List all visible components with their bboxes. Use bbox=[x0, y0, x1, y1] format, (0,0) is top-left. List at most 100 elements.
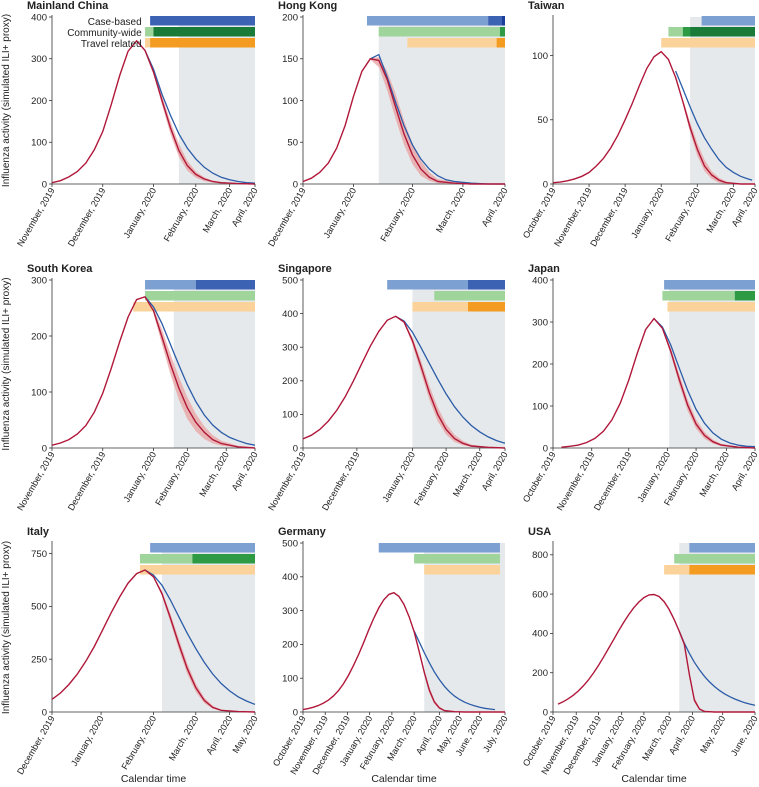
x-tick-label: December, 2019 bbox=[320, 450, 362, 512]
intervention-series-line bbox=[302, 315, 506, 449]
y-tick-label: 0 bbox=[293, 179, 298, 190]
y-tick-label: 100 bbox=[282, 410, 298, 421]
policy-bar-segment bbox=[496, 38, 505, 48]
y-tick-label: 150 bbox=[282, 54, 298, 65]
x-tick-label: January, 2020 bbox=[380, 450, 417, 504]
x-tick-label: November, 2019 bbox=[552, 186, 594, 248]
y-tick-label: 100 bbox=[31, 138, 47, 149]
panel-title: Hong Kong bbox=[278, 0, 337, 12]
x-tick-label: April, 2020 bbox=[480, 450, 510, 492]
y-tick-label: 500 bbox=[282, 538, 298, 549]
y-tick-label: 100 bbox=[282, 96, 298, 107]
policy-bar-segment bbox=[145, 27, 154, 37]
x-axis-label: Calendar time bbox=[621, 773, 687, 785]
panel-title: Mainland China bbox=[27, 0, 109, 12]
policy-bar-segment bbox=[195, 280, 255, 290]
policy-bar-segment bbox=[689, 565, 755, 575]
panel-singapore: 0 100 200 300 400 500 November, 2019 December, … bbox=[266, 263, 510, 512]
y-tick-label: 200 bbox=[282, 640, 298, 651]
policy-bar-segment bbox=[682, 27, 691, 37]
y-tick-label: 750 bbox=[31, 549, 47, 560]
y-tick-label: 100 bbox=[31, 387, 47, 398]
uncertainty-band bbox=[370, 57, 505, 184]
y-tick-label: 500 bbox=[282, 275, 298, 286]
baseline-series-line bbox=[674, 70, 753, 181]
y-tick-label: 0 bbox=[42, 707, 47, 718]
y-tick-label: 200 bbox=[532, 359, 548, 370]
x-tick-label: November, 2019 bbox=[266, 450, 308, 512]
legend-label: Community-wide bbox=[67, 28, 142, 39]
x-tick-label: January, 2020 bbox=[121, 186, 158, 240]
policy-bar-segment bbox=[661, 38, 755, 48]
y-tick-label: 300 bbox=[31, 54, 47, 65]
intervention-series-line bbox=[51, 295, 256, 449]
y-axis-label: Influenza activity (simulated ILI+ proxy… bbox=[1, 541, 12, 714]
x-tick-label: April, 2020 bbox=[480, 186, 510, 228]
x-tick-label: December, 2019 bbox=[66, 450, 108, 512]
y-axis-label: Influenza activity (simulated ILI+ proxy… bbox=[1, 277, 12, 450]
baseline-series-line bbox=[395, 315, 506, 444]
baseline-series-line bbox=[144, 296, 256, 446]
uncertainty-band bbox=[662, 327, 755, 448]
x-tick-label: December, 2019 bbox=[592, 450, 634, 512]
baseline-series-line bbox=[144, 50, 256, 184]
x-tick-label: April, 2020 bbox=[230, 450, 260, 492]
x-tick-label: April, 2020 bbox=[230, 186, 260, 228]
panel-title: Singapore bbox=[278, 263, 332, 275]
x-axis-label: Calendar time bbox=[121, 773, 187, 785]
x-tick-label: February, 2020 bbox=[162, 186, 201, 243]
policy-bar-segment bbox=[467, 302, 505, 312]
x-tick-label: December, 2019 bbox=[66, 186, 108, 248]
policy-bar-segment bbox=[664, 280, 755, 290]
x-tick-label: February, 2020 bbox=[153, 450, 192, 507]
policy-bar-segment bbox=[664, 565, 690, 575]
policy-bar-segment bbox=[387, 280, 468, 290]
policy-bar-segment bbox=[499, 27, 505, 37]
uncertainty-band bbox=[153, 308, 255, 448]
x-tick-label: January, 2020 bbox=[629, 186, 666, 240]
uncertainty-band bbox=[682, 99, 755, 184]
panel-south-korea: 0 100 200 300 November, 2019 December, 2019 Ja… bbox=[15, 263, 260, 512]
policy-bar-segment bbox=[488, 16, 502, 26]
y-tick-label: 400 bbox=[532, 275, 548, 286]
intervention-series-line bbox=[51, 39, 256, 185]
x-tick-label: February, 2020 bbox=[378, 186, 417, 243]
y-tick-label: 100 bbox=[282, 674, 298, 685]
baseline-series-line bbox=[144, 569, 256, 706]
y-tick-label: 200 bbox=[31, 331, 47, 342]
uncertainty-band bbox=[153, 70, 255, 184]
y-tick-label: 300 bbox=[31, 275, 47, 286]
x-tick-label: March, 2020 bbox=[434, 186, 468, 234]
intervention-series-line bbox=[302, 58, 505, 185]
policy-bar-segment bbox=[412, 302, 468, 312]
x-tick-label: March, 2020 bbox=[697, 450, 731, 498]
x-tick-label: March, 2020 bbox=[167, 714, 201, 762]
policy-bar-segment bbox=[407, 38, 497, 48]
x-tick-label: June, 2020 bbox=[729, 714, 759, 758]
y-tick-label: 0 bbox=[543, 179, 548, 190]
panel-title: USA bbox=[528, 526, 551, 538]
x-tick-label: May, 2020 bbox=[698, 714, 727, 755]
policy-bar-segment bbox=[192, 554, 255, 564]
policy-bar-segment bbox=[145, 280, 196, 290]
panel-title: South Korea bbox=[27, 263, 93, 275]
policy-bar-segment bbox=[701, 16, 755, 26]
panel-hong-kong: 0 50 100 150 200 December, 2019 January, 2020 F… bbox=[266, 0, 510, 248]
policy-bar-segment bbox=[690, 27, 755, 37]
x-tick-label: December, 2019 bbox=[15, 714, 57, 776]
policy-bar-segment bbox=[734, 291, 755, 301]
intervention-series-line bbox=[552, 50, 755, 185]
policy-bar-segment bbox=[668, 27, 683, 37]
panel-title: Germany bbox=[278, 526, 327, 538]
policy-bar-segment bbox=[414, 554, 500, 564]
policy-bar-segment bbox=[689, 543, 755, 553]
x-tick-label: March, 2020 bbox=[201, 186, 235, 234]
y-tick-label: 0 bbox=[543, 443, 548, 454]
intervention-series-line bbox=[51, 569, 256, 713]
x-tick-label: November, 2019 bbox=[555, 450, 597, 512]
policy-bar-segment bbox=[501, 16, 505, 26]
x-tick-label: December, 2019 bbox=[588, 186, 630, 248]
x-tick-label: April, 2020 bbox=[730, 450, 759, 492]
x-tick-label: November, 2019 bbox=[15, 450, 57, 512]
